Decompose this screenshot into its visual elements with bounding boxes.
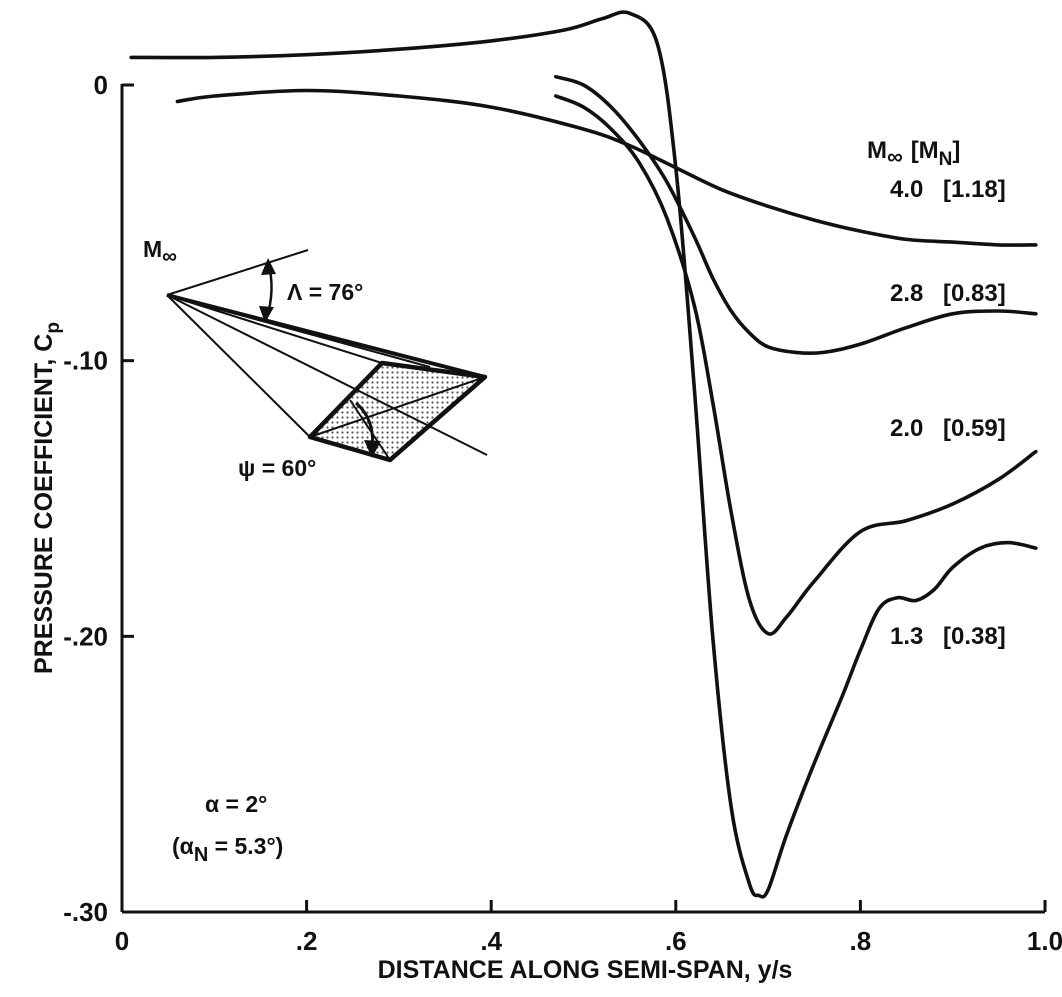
wing-leading-edge-2 [166,294,431,368]
alpha-label: α = 2° [205,791,267,817]
axes [120,84,1045,914]
panel-inner-edge [349,399,391,461]
series-label-1-3: 1.3 [0.38] [890,623,1006,650]
panel-diagonal [309,376,486,438]
alpha-n-sub: N [194,844,208,866]
x-tick-label: .2 [296,926,318,956]
x-tick-label: 0 [115,926,129,956]
inset-mach-main: M [143,236,162,262]
y-axis-title-main: PRESSURE COEFFICIENT, C [30,334,58,674]
series-line-mach-4-0 [175,88,1038,247]
x-tick-label: .6 [665,926,687,956]
legend-header-mach: M [867,137,887,164]
y-axis-title-subscript: p [43,322,64,334]
x-ticks: 0 .2 .4 .6 .8 1.0 [115,900,1062,956]
series-label-2-0-mach: 2.0 [890,415,923,442]
y-axis-title: PRESSURE COEFFICIENT, Cp [30,322,64,674]
series-label-4-0: 4.0 [1.18] [890,176,1006,203]
sweep-arrow-down [259,306,274,323]
legend-header-bracket-open: [M [911,137,939,164]
legend-header-bracket-close: ] [952,137,960,164]
wing-trailing-line [166,294,311,438]
series-label-1-3-bracket: [0.38] [943,623,1006,650]
series-label-2-0-bracket: [0.59] [943,415,1006,442]
x-tick-label: .8 [850,926,872,956]
series-label-1-3-mach: 1.3 [890,623,923,650]
series-line-mach-2-8 [554,74,1038,356]
alpha-n-close: = 5.3°) [208,833,283,859]
y-tick-label: -.20 [63,621,108,651]
y-tick-label: 0 [94,70,108,100]
series-label-4-0-mach: 4.0 [890,176,923,203]
x-tick-label: .4 [480,926,502,956]
series-label-2-8-mach: 2.8 [890,280,923,307]
wing-shaded-panel [310,363,485,460]
series-group [129,10,1038,899]
sweep-angle-label: Λ = 76° [287,279,363,305]
psi-angle-label: ψ = 60° [238,455,316,481]
inset-mach-sub: ∞ [162,245,177,268]
wing-centerline [166,294,488,456]
series-line-mach-2-0 [554,94,1038,636]
alpha-n-open: (α [172,833,194,859]
alpha-n-label: (αN = 5.3°) [172,833,283,866]
y-tick-label: -.30 [63,897,108,927]
y-axis-title-group: PRESSURE COEFFICIENT, Cp [30,322,64,674]
x-tick-label: 1.0 [1027,926,1062,956]
legend-header: M∞ [MN] [867,137,960,170]
inset-mach-label: M∞ [143,236,177,268]
series-line-mach-1-3 [129,10,1038,899]
series-label-4-0-bracket: [1.18] [943,176,1006,203]
x-axis-title: DISTANCE ALONG SEMI-SPAN, y/s [378,956,793,984]
sweep-arrow-up [261,258,276,275]
wing-root-line [166,294,383,364]
sweep-reference-line [166,249,309,296]
series-label-2-8-bracket: [0.83] [943,280,1006,307]
psi-arrow [364,440,381,458]
y-ticks: 0 -.10 -.20 -.30 [63,70,134,927]
series-label-2-8: 2.8 [0.83] [890,280,1006,307]
y-tick-label: -.10 [63,346,108,376]
wing-planform-inset: M∞ Λ = 76° ψ = 60° [143,236,488,481]
legend-header-mn-sub: N [939,149,953,170]
series-label-2-0: 2.0 [0.59] [890,415,1006,442]
legend-header-mach-sub: ∞ [887,144,903,169]
